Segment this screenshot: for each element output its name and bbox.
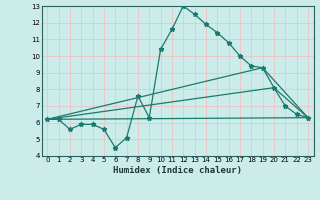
X-axis label: Humidex (Indice chaleur): Humidex (Indice chaleur) [113,166,242,175]
